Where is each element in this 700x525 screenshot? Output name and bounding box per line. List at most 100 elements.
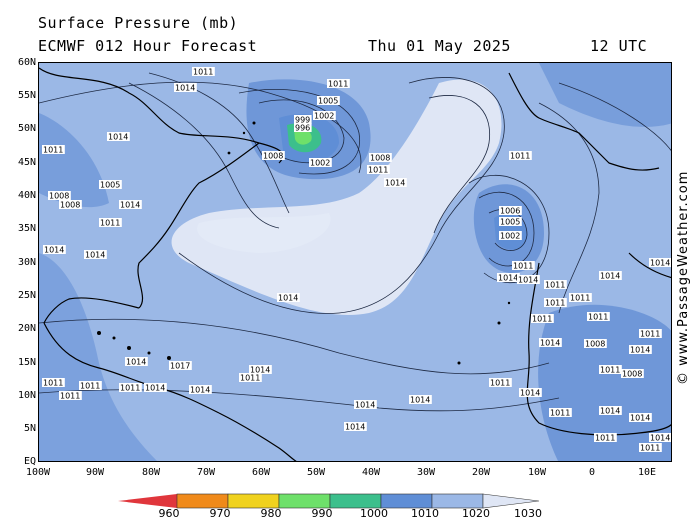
- isobar-label-bg: [107, 132, 130, 141]
- isobar-label: 1008: [622, 370, 642, 379]
- isobar-label: 1002: [310, 159, 330, 168]
- coastlines: [39, 67, 671, 461]
- isobar-label-bg: [509, 151, 532, 160]
- lon-label: 60W: [251, 467, 271, 478]
- isobar-label: 1014: [345, 423, 365, 432]
- isobar-label: 1014: [540, 339, 560, 348]
- isobar-label-bg: [649, 433, 671, 442]
- isobar-label: 1014: [650, 259, 670, 268]
- isobar-label: 1014: [520, 389, 540, 398]
- lon-label: 10W: [527, 467, 547, 478]
- forecast-time: 12 UTC: [590, 37, 648, 55]
- colorbar-label: 1010: [411, 507, 439, 520]
- isobar-label: 1014: [120, 201, 140, 210]
- isobar-label: 1017: [170, 362, 190, 371]
- lat-label: 5N: [23, 423, 36, 434]
- isobar-label: 1011: [193, 68, 213, 77]
- isobar-label: 1014: [518, 276, 538, 285]
- isobar-label-bg: [599, 406, 622, 415]
- isobar-label: 1014: [385, 179, 405, 188]
- colorbar-label: 960: [158, 507, 180, 520]
- isobar-label: 1008: [263, 152, 283, 161]
- model-label: ECMWF 012 Hour Forecast: [38, 37, 258, 55]
- lat-label: 25N: [17, 290, 36, 301]
- isobar-label: 1011: [328, 80, 348, 89]
- isobar-label-bg: [43, 245, 66, 254]
- isobar-label: 1008: [585, 340, 605, 349]
- isobar-label-bg: [277, 293, 300, 302]
- colorbar-cell: [380, 493, 433, 509]
- isobar-label: 1005: [500, 218, 520, 227]
- lon-label: 100W: [25, 467, 51, 478]
- isobar-label-bg: [169, 361, 192, 370]
- isobar-label: 1014: [355, 401, 375, 410]
- isobar-label: 1008: [370, 154, 390, 163]
- isobar-label-bg: [48, 191, 71, 200]
- isobar-label-bg: [489, 378, 512, 387]
- lat-label: 40N: [17, 190, 36, 201]
- isobar-label: 1008: [49, 192, 69, 201]
- isobar-label-bg: [327, 79, 350, 88]
- low-core-980: [294, 128, 312, 145]
- lat-label: 20N: [17, 323, 36, 334]
- isobar-label: 1014: [630, 414, 650, 423]
- isobar-label-bg: [125, 357, 148, 366]
- isobar-label-bg: [239, 373, 262, 382]
- isobar-label-bg: [409, 395, 432, 404]
- isobar-label: 1011: [588, 313, 608, 322]
- isobar-label-bg: [599, 271, 622, 280]
- isobar-label-bg: [119, 383, 142, 392]
- isobar-label: 1014: [278, 294, 298, 303]
- isobar-label: 1011: [60, 392, 80, 401]
- isobar-label-bg: [309, 158, 332, 167]
- isobar-label: 1011: [43, 379, 63, 388]
- isobar-label-bg: [313, 111, 336, 120]
- isobar-label: 1014: [44, 246, 64, 255]
- isobar-label-bg: [144, 383, 167, 392]
- isobar-label-bg: [42, 145, 65, 154]
- isobar-label-bg: [249, 365, 272, 374]
- isobar-label: 1006: [500, 207, 520, 216]
- isobar-label: 1011: [80, 382, 100, 391]
- isobar-label-bg: [639, 329, 662, 338]
- colorbar-cell: [329, 493, 382, 509]
- isobar-label-bg: [544, 298, 567, 307]
- isobar-label-bg: [544, 280, 567, 289]
- lon-label: 80W: [141, 467, 161, 478]
- colorbar-label: 980: [260, 507, 282, 520]
- isobar-label-bg: [189, 385, 212, 394]
- isobar-label: 1011: [532, 315, 552, 324]
- isobar-label-bg: [174, 83, 197, 92]
- isobar-label-bg: [367, 165, 390, 174]
- isobar-label: 1005: [100, 181, 120, 190]
- colorbar-cell: [482, 493, 540, 509]
- isobar-label: 1011: [43, 146, 63, 155]
- lat-label: 55N: [17, 90, 36, 101]
- isobar-label-bg: [354, 400, 377, 409]
- pressure-map: 1011 1014 1011 1005 1002 999 996 1008 1002 1008 10…: [38, 62, 672, 462]
- isobar-label: 1011: [240, 374, 260, 383]
- lon-label: 70W: [196, 467, 216, 478]
- isobar-label-bg: [587, 312, 610, 321]
- isobar-label-bg: [317, 96, 340, 105]
- isobar-label-bg: [384, 178, 407, 187]
- lat-label: EQ: [23, 456, 36, 467]
- colorbar-cell: [278, 493, 331, 509]
- isobar-label: 1011: [100, 219, 120, 228]
- isobar-label: 1011: [510, 152, 530, 161]
- lon-label: 20W: [471, 467, 491, 478]
- isobar-label-bg: [584, 339, 607, 348]
- colorbar-cell: [118, 494, 177, 508]
- isobar-label: 1014: [108, 133, 128, 142]
- isobar-label: 1002: [500, 232, 520, 241]
- isobar-label: 1011: [545, 281, 565, 290]
- lat-label: 10N: [17, 390, 36, 401]
- isobar-label-bg: [499, 231, 522, 240]
- isobar-label-bg: [569, 293, 592, 302]
- isobar-label-bg: [539, 338, 562, 347]
- isobar-label: 1011: [640, 444, 660, 453]
- isobar-label: 1014: [145, 384, 165, 393]
- lon-label: 10E: [637, 467, 657, 478]
- lat-label: 50N: [17, 123, 36, 134]
